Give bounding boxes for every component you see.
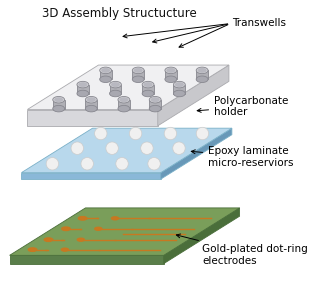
Polygon shape [10,255,164,264]
Ellipse shape [134,68,143,73]
Polygon shape [158,65,229,126]
Circle shape [129,127,142,140]
Ellipse shape [77,90,89,97]
Polygon shape [164,208,239,264]
Ellipse shape [165,76,177,82]
Circle shape [106,142,118,154]
Polygon shape [100,70,111,79]
Ellipse shape [85,96,97,103]
Text: 3D Assembly Structucture: 3D Assembly Structucture [42,7,197,20]
Polygon shape [22,173,161,179]
Polygon shape [85,100,97,109]
Ellipse shape [101,68,110,73]
Circle shape [94,127,107,140]
Ellipse shape [149,96,161,103]
Polygon shape [27,110,158,126]
Ellipse shape [87,97,96,102]
Polygon shape [173,85,185,94]
Ellipse shape [78,82,87,87]
Circle shape [196,127,209,140]
Ellipse shape [132,67,144,74]
Polygon shape [77,85,89,94]
Ellipse shape [53,96,65,103]
Ellipse shape [132,76,144,82]
Polygon shape [149,100,161,109]
Polygon shape [132,70,144,79]
Ellipse shape [85,105,97,112]
Ellipse shape [165,67,177,74]
Ellipse shape [143,82,152,87]
Ellipse shape [173,90,185,97]
Polygon shape [53,100,65,109]
Ellipse shape [109,81,121,88]
Ellipse shape [100,67,111,74]
Ellipse shape [196,67,208,74]
Ellipse shape [100,76,111,82]
Ellipse shape [54,97,63,102]
Polygon shape [196,70,208,79]
Polygon shape [109,85,121,94]
Ellipse shape [173,81,185,88]
Ellipse shape [198,68,207,73]
Circle shape [164,127,177,140]
Ellipse shape [142,81,154,88]
Text: Polycarbonate
holder: Polycarbonate holder [197,96,289,117]
Circle shape [81,158,93,170]
Circle shape [46,158,59,170]
Ellipse shape [196,76,208,82]
Circle shape [116,158,128,170]
Ellipse shape [166,68,175,73]
Ellipse shape [151,97,160,102]
Ellipse shape [118,96,130,103]
Polygon shape [22,128,232,173]
Circle shape [71,142,83,154]
Ellipse shape [149,105,161,112]
Text: Gold-plated dot-ring
electrodes: Gold-plated dot-ring electrodes [176,234,308,265]
Ellipse shape [118,105,130,112]
Ellipse shape [142,90,154,97]
Ellipse shape [175,82,184,87]
Ellipse shape [109,90,121,97]
Circle shape [141,142,153,154]
Polygon shape [165,70,177,79]
Ellipse shape [77,81,89,88]
Text: Transwells: Transwells [232,18,286,27]
Ellipse shape [53,105,65,112]
Polygon shape [161,128,232,179]
Ellipse shape [111,82,120,87]
Circle shape [173,142,185,154]
Ellipse shape [119,97,128,102]
Circle shape [148,158,160,170]
Text: Epoxy laminate
micro-reserviors: Epoxy laminate micro-reserviors [191,146,294,168]
Polygon shape [118,100,130,109]
Polygon shape [10,208,239,255]
Polygon shape [27,65,229,110]
Polygon shape [142,85,154,94]
